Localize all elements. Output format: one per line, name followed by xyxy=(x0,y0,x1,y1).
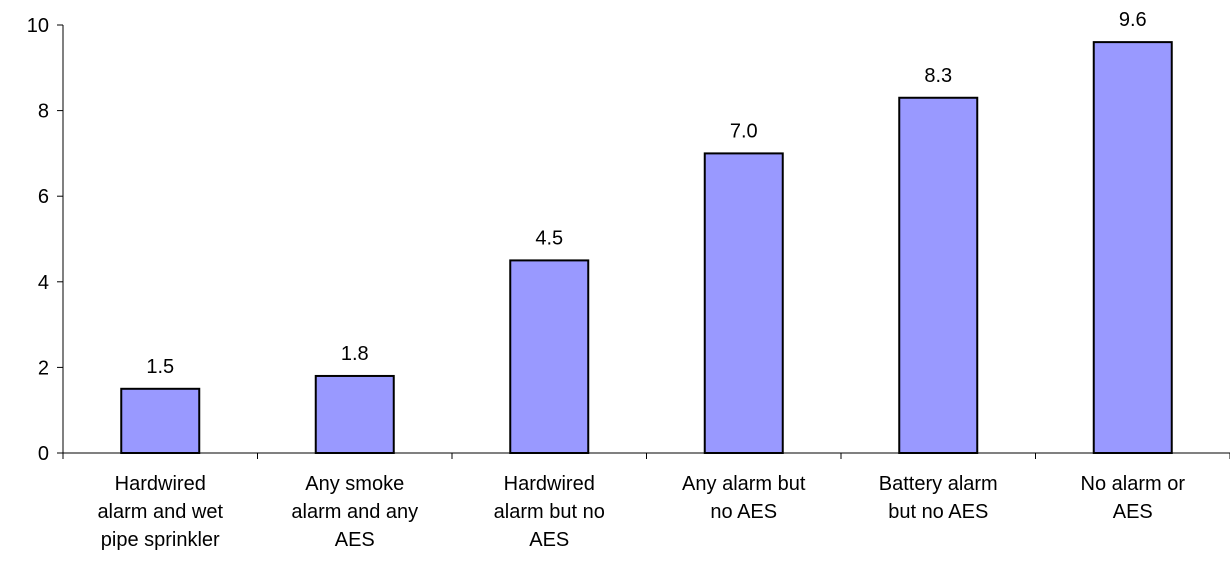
data-labels: 1.5 1.8 4.5 7.0 8.3 9.6 xyxy=(146,9,1146,378)
category-label: Battery alarm but no AES xyxy=(879,473,998,523)
category-label-line: AES xyxy=(1113,501,1153,523)
category-label: No alarm or AES xyxy=(1081,473,1186,523)
data-label: 8.3 xyxy=(924,65,952,87)
category-label-line: AES xyxy=(529,529,569,551)
bar xyxy=(120,387,201,454)
category-label: Any smoke alarm and any AES xyxy=(291,473,418,551)
data-label: 1.5 xyxy=(146,356,174,378)
category-label-line: Any smoke xyxy=(305,473,404,495)
bar xyxy=(314,374,395,454)
category-label-line: alarm but no xyxy=(494,501,605,523)
y-tick-label: 0 xyxy=(38,443,49,465)
category-label: Hardwired alarm and wet pipe sprinkler xyxy=(97,473,223,551)
y-tick-label: 2 xyxy=(38,357,49,379)
data-label: 7.0 xyxy=(730,120,758,142)
data-label: 1.8 xyxy=(341,343,369,365)
y-tick-label: 4 xyxy=(38,272,49,294)
data-label: 4.5 xyxy=(535,227,563,249)
category-label-line: AES xyxy=(335,529,375,551)
y-tick-label: 10 xyxy=(27,15,49,37)
y-tick-label: 6 xyxy=(38,186,49,208)
data-label: 9.6 xyxy=(1119,9,1147,31)
x-axis xyxy=(62,452,1230,459)
category-label-line: alarm and any xyxy=(291,501,418,523)
category-label-line: No alarm or xyxy=(1081,473,1186,495)
category-label-line: Hardwired xyxy=(504,473,595,495)
bar xyxy=(509,259,590,454)
bars xyxy=(120,41,1173,455)
category-label-line: Any alarm but xyxy=(682,473,806,495)
bar xyxy=(898,96,979,454)
category-label-line: but no AES xyxy=(888,501,988,523)
category-label-line: alarm and wet xyxy=(97,501,223,523)
category-label: Any alarm but no AES xyxy=(682,473,806,523)
y-tick-label: 8 xyxy=(38,101,49,123)
category-label-line: pipe sprinkler xyxy=(101,529,220,551)
bar xyxy=(1092,41,1173,455)
y-axis: 0 2 4 6 8 10 xyxy=(27,15,64,465)
category-label: Hardwired alarm but no AES xyxy=(494,473,605,551)
category-label-line: Battery alarm xyxy=(879,473,998,495)
category-label-line: Hardwired xyxy=(115,473,206,495)
bar xyxy=(703,152,784,454)
category-labels: Hardwired alarm and wet pipe sprinkler Any … xyxy=(97,473,1185,551)
category-label-line: no AES xyxy=(710,501,777,523)
